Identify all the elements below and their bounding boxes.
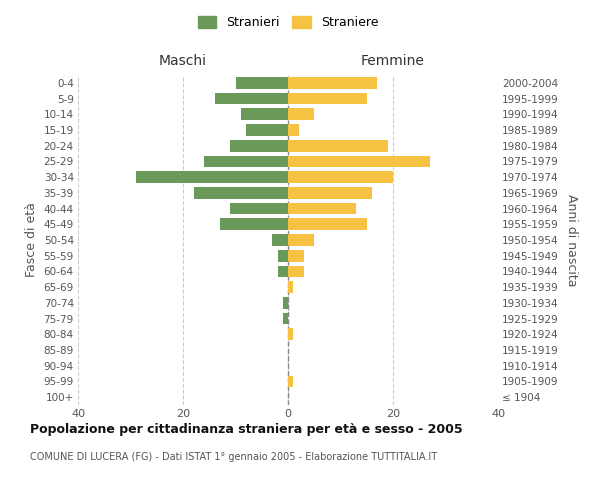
Bar <box>288 250 304 262</box>
Text: Popolazione per cittadinanza straniera per età e sesso - 2005: Popolazione per cittadinanza straniera p… <box>30 422 463 436</box>
Bar <box>288 92 367 104</box>
Text: Femmine: Femmine <box>361 54 425 68</box>
Bar <box>193 187 288 198</box>
Bar <box>277 266 288 278</box>
Y-axis label: Anni di nascita: Anni di nascita <box>565 194 578 286</box>
Bar <box>288 376 293 388</box>
Bar <box>288 171 393 183</box>
Bar <box>288 108 314 120</box>
Bar <box>288 140 388 151</box>
Bar <box>288 156 430 168</box>
Bar <box>215 92 288 104</box>
Bar <box>230 202 288 214</box>
Bar <box>288 266 304 278</box>
Text: Maschi: Maschi <box>159 54 207 68</box>
Bar <box>235 77 288 89</box>
Bar <box>283 312 288 324</box>
Bar <box>288 202 356 214</box>
Bar <box>288 77 377 89</box>
Bar <box>288 187 372 198</box>
Bar <box>136 171 288 183</box>
Bar <box>288 328 293 340</box>
Bar <box>230 140 288 151</box>
Bar <box>288 234 314 246</box>
Bar <box>220 218 288 230</box>
Bar <box>288 124 299 136</box>
Bar <box>246 124 288 136</box>
Bar <box>204 156 288 168</box>
Text: COMUNE DI LUCERA (FG) - Dati ISTAT 1° gennaio 2005 - Elaborazione TUTTITALIA.IT: COMUNE DI LUCERA (FG) - Dati ISTAT 1° ge… <box>30 452 437 462</box>
Bar <box>272 234 288 246</box>
Bar <box>241 108 288 120</box>
Legend: Stranieri, Straniere: Stranieri, Straniere <box>193 11 383 34</box>
Y-axis label: Fasce di età: Fasce di età <box>25 202 38 278</box>
Bar <box>288 281 293 293</box>
Bar <box>288 218 367 230</box>
Bar <box>277 250 288 262</box>
Bar <box>283 297 288 308</box>
